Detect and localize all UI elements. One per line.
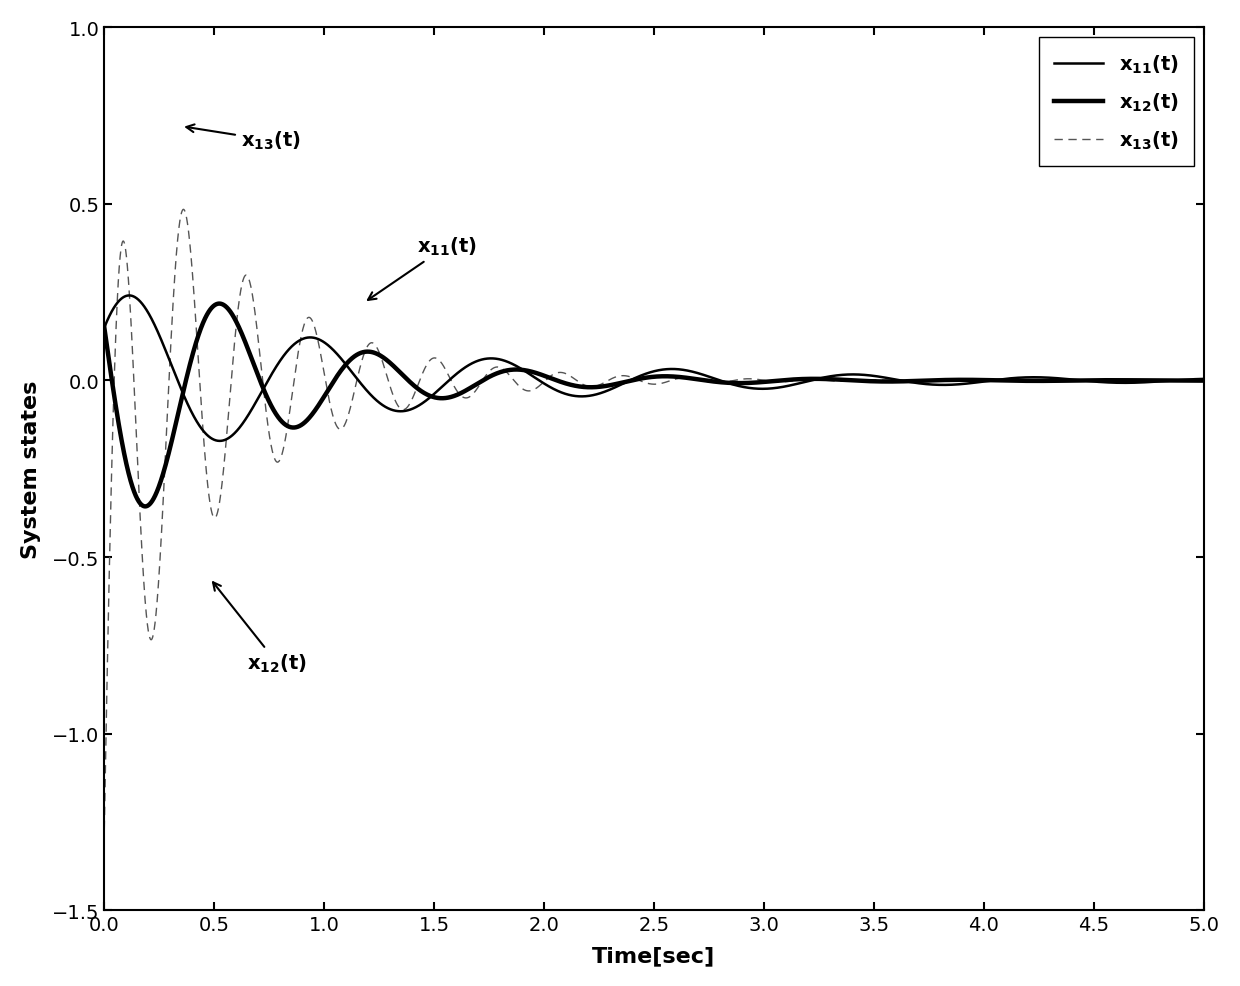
Text: $\mathbf{x_{11}(t)}$: $\mathbf{x_{11}(t)}$ [368, 236, 476, 301]
Y-axis label: System states: System states [21, 381, 41, 558]
Text: $\mathbf{x_{13}(t)}$: $\mathbf{x_{13}(t)}$ [186, 125, 300, 152]
Text: $\mathbf{x_{12}(t)}$: $\mathbf{x_{12}(t)}$ [213, 583, 308, 674]
X-axis label: Time[sec]: Time[sec] [593, 946, 715, 965]
Legend: $\mathbf{x_{11}(t)}$, $\mathbf{x_{12}(t)}$, $\mathbf{x_{13}(t)}$: $\mathbf{x_{11}(t)}$, $\mathbf{x_{12}(t)… [1039, 38, 1194, 167]
